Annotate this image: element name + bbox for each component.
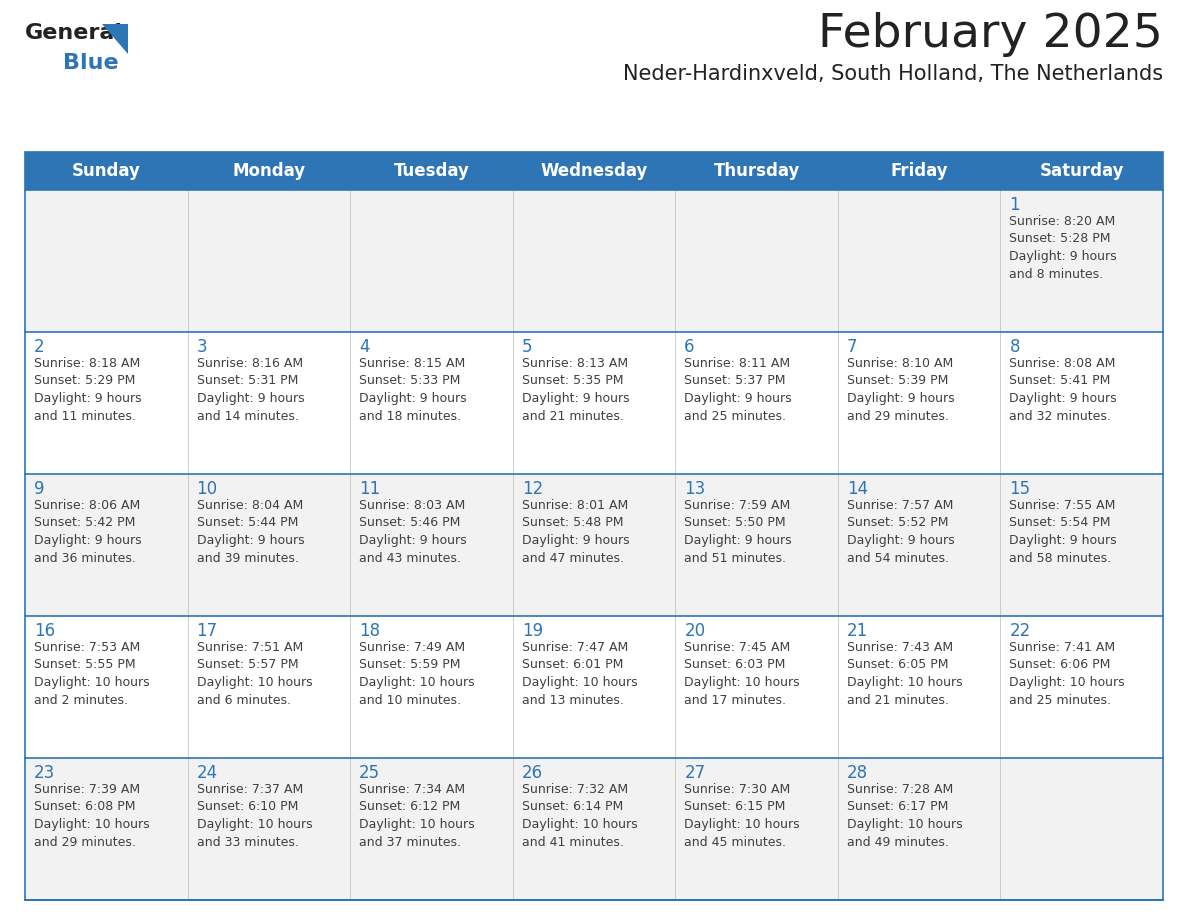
Bar — [25, 152, 1163, 190]
Bar — [25, 616, 1163, 758]
Text: Sunrise: 7:28 AM
Sunset: 6:17 PM
Daylight: 10 hours
and 49 minutes.: Sunrise: 7:28 AM Sunset: 6:17 PM Dayligh… — [847, 783, 962, 848]
Text: 15: 15 — [1010, 480, 1030, 498]
Text: 6: 6 — [684, 338, 695, 356]
Text: Sunrise: 7:53 AM
Sunset: 5:55 PM
Daylight: 10 hours
and 2 minutes.: Sunrise: 7:53 AM Sunset: 5:55 PM Dayligh… — [34, 641, 150, 707]
Text: 13: 13 — [684, 480, 706, 498]
Text: 4: 4 — [359, 338, 369, 356]
Text: 12: 12 — [522, 480, 543, 498]
Text: Sunrise: 7:55 AM
Sunset: 5:54 PM
Daylight: 9 hours
and 58 minutes.: Sunrise: 7:55 AM Sunset: 5:54 PM Dayligh… — [1010, 499, 1117, 565]
Text: 5: 5 — [522, 338, 532, 356]
Text: 26: 26 — [522, 764, 543, 782]
Text: 3: 3 — [196, 338, 207, 356]
Text: Thursday: Thursday — [713, 162, 800, 180]
Text: 16: 16 — [34, 622, 55, 640]
Text: Monday: Monday — [233, 162, 305, 180]
Text: Sunrise: 7:34 AM
Sunset: 6:12 PM
Daylight: 10 hours
and 37 minutes.: Sunrise: 7:34 AM Sunset: 6:12 PM Dayligh… — [359, 783, 475, 848]
Text: Sunrise: 8:15 AM
Sunset: 5:33 PM
Daylight: 9 hours
and 18 minutes.: Sunrise: 8:15 AM Sunset: 5:33 PM Dayligh… — [359, 357, 467, 422]
Text: Blue: Blue — [63, 53, 119, 73]
Text: 7: 7 — [847, 338, 858, 356]
Bar — [25, 332, 1163, 474]
Text: Friday: Friday — [890, 162, 948, 180]
Text: Neder-Hardinxveld, South Holland, The Netherlands: Neder-Hardinxveld, South Holland, The Ne… — [623, 64, 1163, 84]
Text: General: General — [25, 23, 124, 43]
Text: 25: 25 — [359, 764, 380, 782]
Text: 20: 20 — [684, 622, 706, 640]
Text: Sunday: Sunday — [71, 162, 140, 180]
Text: Sunrise: 8:11 AM
Sunset: 5:37 PM
Daylight: 9 hours
and 25 minutes.: Sunrise: 8:11 AM Sunset: 5:37 PM Dayligh… — [684, 357, 792, 422]
Text: Sunrise: 8:08 AM
Sunset: 5:41 PM
Daylight: 9 hours
and 32 minutes.: Sunrise: 8:08 AM Sunset: 5:41 PM Dayligh… — [1010, 357, 1117, 422]
Text: Sunrise: 7:32 AM
Sunset: 6:14 PM
Daylight: 10 hours
and 41 minutes.: Sunrise: 7:32 AM Sunset: 6:14 PM Dayligh… — [522, 783, 637, 848]
Text: Sunrise: 7:43 AM
Sunset: 6:05 PM
Daylight: 10 hours
and 21 minutes.: Sunrise: 7:43 AM Sunset: 6:05 PM Dayligh… — [847, 641, 962, 707]
Text: Sunrise: 8:20 AM
Sunset: 5:28 PM
Daylight: 9 hours
and 8 minutes.: Sunrise: 8:20 AM Sunset: 5:28 PM Dayligh… — [1010, 215, 1117, 281]
Text: 19: 19 — [522, 622, 543, 640]
Text: Sunrise: 8:13 AM
Sunset: 5:35 PM
Daylight: 9 hours
and 21 minutes.: Sunrise: 8:13 AM Sunset: 5:35 PM Dayligh… — [522, 357, 630, 422]
Text: 18: 18 — [359, 622, 380, 640]
Text: Sunrise: 7:37 AM
Sunset: 6:10 PM
Daylight: 10 hours
and 33 minutes.: Sunrise: 7:37 AM Sunset: 6:10 PM Dayligh… — [196, 783, 312, 848]
Text: Sunrise: 8:03 AM
Sunset: 5:46 PM
Daylight: 9 hours
and 43 minutes.: Sunrise: 8:03 AM Sunset: 5:46 PM Dayligh… — [359, 499, 467, 565]
Text: Sunrise: 8:06 AM
Sunset: 5:42 PM
Daylight: 9 hours
and 36 minutes.: Sunrise: 8:06 AM Sunset: 5:42 PM Dayligh… — [34, 499, 141, 565]
Text: Saturday: Saturday — [1040, 162, 1124, 180]
Text: 28: 28 — [847, 764, 868, 782]
Text: 14: 14 — [847, 480, 868, 498]
Text: 22: 22 — [1010, 622, 1031, 640]
Text: 10: 10 — [196, 480, 217, 498]
Text: 2: 2 — [34, 338, 45, 356]
Text: Sunrise: 8:10 AM
Sunset: 5:39 PM
Daylight: 9 hours
and 29 minutes.: Sunrise: 8:10 AM Sunset: 5:39 PM Dayligh… — [847, 357, 954, 422]
Text: 17: 17 — [196, 622, 217, 640]
Text: 24: 24 — [196, 764, 217, 782]
Text: Tuesday: Tuesday — [393, 162, 469, 180]
Text: Sunrise: 8:04 AM
Sunset: 5:44 PM
Daylight: 9 hours
and 39 minutes.: Sunrise: 8:04 AM Sunset: 5:44 PM Dayligh… — [196, 499, 304, 565]
Bar — [25, 190, 1163, 332]
Text: 1: 1 — [1010, 196, 1020, 214]
Bar — [25, 152, 1163, 900]
Text: Sunrise: 7:45 AM
Sunset: 6:03 PM
Daylight: 10 hours
and 17 minutes.: Sunrise: 7:45 AM Sunset: 6:03 PM Dayligh… — [684, 641, 800, 707]
Text: 8: 8 — [1010, 338, 1020, 356]
Text: 27: 27 — [684, 764, 706, 782]
Text: Wednesday: Wednesday — [541, 162, 647, 180]
Text: 11: 11 — [359, 480, 380, 498]
Text: 23: 23 — [34, 764, 56, 782]
Text: Sunrise: 7:41 AM
Sunset: 6:06 PM
Daylight: 10 hours
and 25 minutes.: Sunrise: 7:41 AM Sunset: 6:06 PM Dayligh… — [1010, 641, 1125, 707]
Text: Sunrise: 7:51 AM
Sunset: 5:57 PM
Daylight: 10 hours
and 6 minutes.: Sunrise: 7:51 AM Sunset: 5:57 PM Dayligh… — [196, 641, 312, 707]
Polygon shape — [102, 24, 128, 54]
Text: Sunrise: 8:16 AM
Sunset: 5:31 PM
Daylight: 9 hours
and 14 minutes.: Sunrise: 8:16 AM Sunset: 5:31 PM Dayligh… — [196, 357, 304, 422]
Text: Sunrise: 8:18 AM
Sunset: 5:29 PM
Daylight: 9 hours
and 11 minutes.: Sunrise: 8:18 AM Sunset: 5:29 PM Dayligh… — [34, 357, 141, 422]
Text: Sunrise: 7:39 AM
Sunset: 6:08 PM
Daylight: 10 hours
and 29 minutes.: Sunrise: 7:39 AM Sunset: 6:08 PM Dayligh… — [34, 783, 150, 848]
Text: 21: 21 — [847, 622, 868, 640]
Text: Sunrise: 7:30 AM
Sunset: 6:15 PM
Daylight: 10 hours
and 45 minutes.: Sunrise: 7:30 AM Sunset: 6:15 PM Dayligh… — [684, 783, 800, 848]
Text: Sunrise: 7:49 AM
Sunset: 5:59 PM
Daylight: 10 hours
and 10 minutes.: Sunrise: 7:49 AM Sunset: 5:59 PM Dayligh… — [359, 641, 475, 707]
Text: Sunrise: 7:57 AM
Sunset: 5:52 PM
Daylight: 9 hours
and 54 minutes.: Sunrise: 7:57 AM Sunset: 5:52 PM Dayligh… — [847, 499, 954, 565]
Text: Sunrise: 7:59 AM
Sunset: 5:50 PM
Daylight: 9 hours
and 51 minutes.: Sunrise: 7:59 AM Sunset: 5:50 PM Dayligh… — [684, 499, 792, 565]
Text: 9: 9 — [34, 480, 44, 498]
Text: February 2025: February 2025 — [819, 12, 1163, 57]
Bar — [25, 474, 1163, 616]
Text: Sunrise: 7:47 AM
Sunset: 6:01 PM
Daylight: 10 hours
and 13 minutes.: Sunrise: 7:47 AM Sunset: 6:01 PM Dayligh… — [522, 641, 637, 707]
Text: Sunrise: 8:01 AM
Sunset: 5:48 PM
Daylight: 9 hours
and 47 minutes.: Sunrise: 8:01 AM Sunset: 5:48 PM Dayligh… — [522, 499, 630, 565]
Bar — [25, 758, 1163, 900]
